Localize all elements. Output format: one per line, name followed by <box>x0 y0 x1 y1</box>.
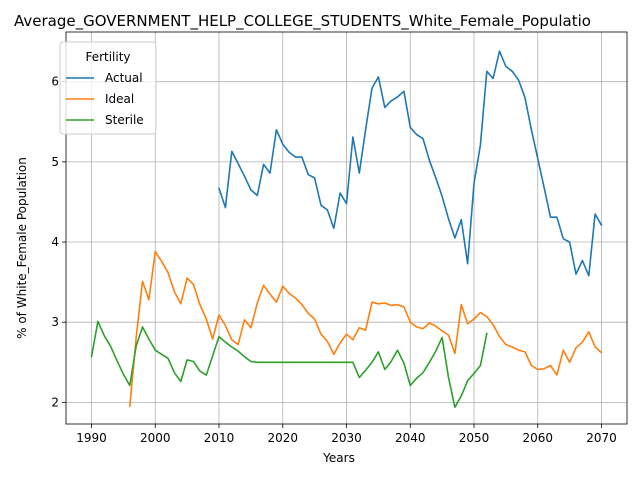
series-line-actual <box>218 50 603 277</box>
grid <box>66 32 627 424</box>
x-tick-label: 2040 <box>395 431 426 445</box>
x-tick-label: 2070 <box>586 431 617 445</box>
y-tick-label: 2 <box>51 395 59 409</box>
x-tick-label: 2020 <box>267 431 298 445</box>
x-tick-label: 2050 <box>459 431 490 445</box>
y-tick-label: 4 <box>51 235 59 249</box>
x-axis-ticks: 1990 2000 2010 2020 2030 2040 2050 2060 2070 <box>76 424 617 445</box>
series-line-ideal <box>129 250 603 408</box>
legend-label-ideal: Ideal <box>105 92 134 106</box>
plot-series <box>90 50 603 409</box>
legend-box <box>59 41 157 135</box>
y-tick-label: 3 <box>51 315 59 329</box>
y-axis-label: % of White_Female Population <box>15 157 29 339</box>
legend-label-actual: Actual <box>105 71 143 85</box>
x-tick-label: 2010 <box>204 431 235 445</box>
chart-title: Average_GOVERNMENT_HELP_COLLEGE_STUDENTS… <box>14 12 591 31</box>
y-tick-label: 5 <box>51 155 59 169</box>
legend-title: Fertility <box>85 50 130 64</box>
series-line-sterile <box>90 320 488 409</box>
x-tick-label: 2000 <box>140 431 171 445</box>
y-tick-label: 6 <box>51 75 59 89</box>
x-tick-label: 1990 <box>76 431 107 445</box>
x-tick-label: 2060 <box>522 431 553 445</box>
legend: Fertility Actual Ideal Sterile <box>59 41 157 135</box>
x-tick-label: 2030 <box>331 431 362 445</box>
x-axis-label: Years <box>322 451 355 465</box>
legend-label-sterile: Sterile <box>105 113 144 127</box>
